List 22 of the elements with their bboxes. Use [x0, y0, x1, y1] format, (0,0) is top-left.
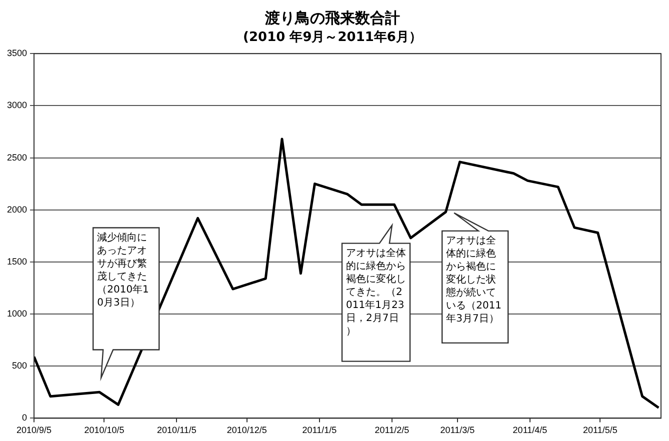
- x-tick-label: 2011/3/5: [440, 425, 475, 436]
- y-tick-label: 1000: [6, 308, 28, 319]
- y-tick-label: 2500: [6, 152, 28, 162]
- annotation: アオサは全体的に緑色から褐色に変化してきた。（2011年1月23日，2月7日）: [346, 246, 406, 337]
- x-tick-label: 2011/1/5: [302, 425, 337, 436]
- annotation: アオサは全体的に緑色から褐色に変化した状態が続いている（2011年3月7日）: [445, 234, 502, 325]
- x-tick-label: 2011/2/5: [374, 425, 410, 436]
- chart-title: 渡り鳥の飛来数合計: [264, 8, 400, 27]
- x-tick-label: 2010/10/5: [84, 425, 124, 436]
- annotation: 減少傾向にあったアオサが再び繁茂してきた（2010年10月3日）: [97, 231, 149, 308]
- x-tick-label: 2010/11/5: [157, 425, 196, 436]
- x-tick-label: 2010/9/5: [16, 425, 52, 436]
- y-tick-label: 0: [22, 412, 28, 423]
- chart-subtitle: (2010 年9月～2011年6月）: [243, 30, 422, 46]
- y-tick-label: 3000: [6, 100, 28, 110]
- y-tick-label: 1500: [6, 256, 28, 266]
- x-tick-label: 2011/4/5: [512, 425, 548, 436]
- y-tick-label: 2000: [6, 204, 28, 214]
- y-tick-label: 3500: [6, 48, 28, 58]
- y-tick-label: 500: [12, 360, 28, 371]
- x-tick-label: 2011/5/5: [582, 425, 618, 436]
- x-tick-label: 2010/12/5: [226, 425, 267, 436]
